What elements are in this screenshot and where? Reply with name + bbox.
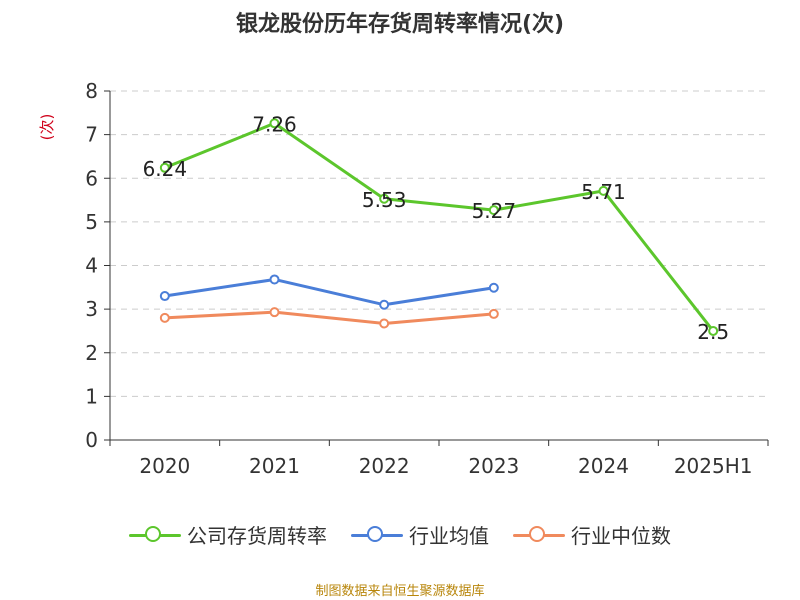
data-point [269,118,280,129]
data-point [598,185,609,196]
x-tick-label: 2022 [359,454,410,478]
data-point [488,282,499,293]
legend-line-circle-icon [513,525,565,545]
y-tick-label: 2 [85,341,98,365]
data-label: 7.26 [252,112,297,136]
data-label: 5.27 [472,199,517,223]
y-axis-label: (次) [38,114,56,141]
legend-line-circle-icon [351,525,403,545]
data-point [708,325,719,336]
legend: 公司存货周转率 行业均值 行业中位数 [0,520,800,549]
data-point [379,193,390,204]
data-point [159,312,170,323]
data-label: 2.5 [697,320,729,344]
data-point [159,162,170,173]
x-tick-label: 2021 [249,454,300,478]
source-note: 制图数据来自恒生聚源数据库 [315,584,485,599]
x-tick-label: 2025H1 [674,454,753,478]
series-line [164,310,494,326]
data-point [159,291,170,302]
x-tick-label: 2020 [139,454,190,478]
y-tick-label: 3 [85,297,98,321]
y-tick-label: 8 [85,79,98,103]
data-point [379,299,390,310]
y-tick-label: 4 [85,254,98,278]
series-line [164,277,495,307]
y-tick-label: 0 [85,428,98,452]
x-tick-label: 2024 [578,454,629,478]
series-line [164,121,715,332]
data-label: 5.53 [362,188,407,212]
data-point [269,274,280,285]
data-point [488,205,499,216]
data-label: 5.71 [581,180,626,204]
y-tick-label: 7 [85,123,98,147]
legend-item[interactable]: 行业均值 [351,520,489,549]
legend-label: 行业均值 [409,524,489,548]
chart-title: 银龙股份历年存货周转率情况(次) [235,12,565,37]
legend-item[interactable]: 公司存货周转率 [129,520,327,549]
legend-line-circle-icon [129,525,181,545]
legend-label: 行业中位数 [571,524,671,548]
x-tick-label: 2023 [468,454,519,478]
legend-item[interactable]: 行业中位数 [513,520,671,549]
y-tick-label: 5 [85,210,98,234]
data-point [269,307,280,318]
y-tick-label: 6 [85,166,98,190]
data-label: 6.24 [143,157,188,181]
y-tick-label: 1 [85,384,98,408]
data-point [379,318,390,329]
legend-label: 公司存货周转率 [187,524,327,548]
data-point [488,308,499,319]
